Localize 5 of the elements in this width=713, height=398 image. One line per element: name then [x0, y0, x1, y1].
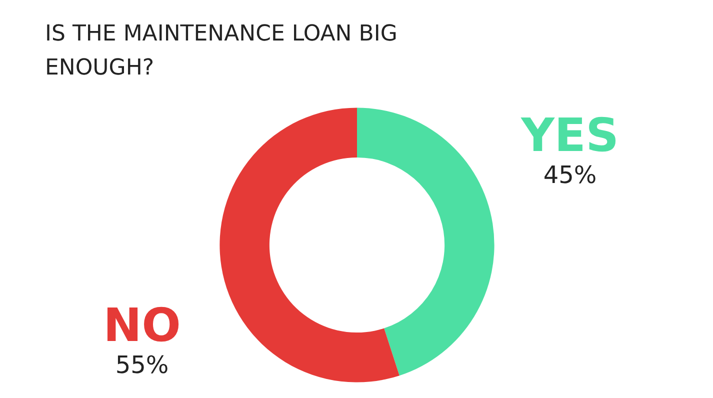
- slice-label: YES: [520, 108, 619, 162]
- data-label: 55%: [115, 351, 169, 379]
- chart-title: IS THE MAINTENANCE LOAN BIG ENOUGH?: [45, 22, 404, 80]
- data-label: 45%: [543, 161, 597, 189]
- slice-label: NO: [103, 298, 181, 352]
